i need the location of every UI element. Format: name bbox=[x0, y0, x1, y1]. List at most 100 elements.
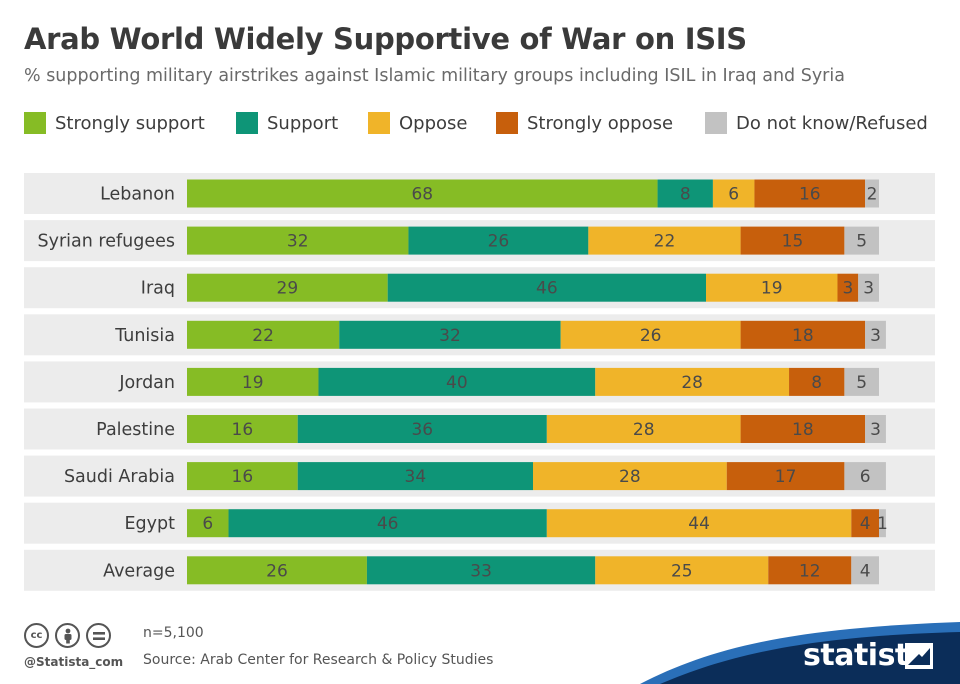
bar-palestine-oppose bbox=[546, 415, 741, 443]
bar-average-support bbox=[366, 556, 596, 585]
data-label-syrian-refugees-strongly-oppose: 15 bbox=[782, 232, 804, 252]
bar-iraq-support bbox=[387, 273, 706, 302]
data-label-jordan-do-not-know-refused: 5 bbox=[856, 373, 867, 393]
brand-banner bbox=[640, 622, 960, 684]
data-label-average-strongly-support: 26 bbox=[266, 561, 288, 581]
category-label-average: Average bbox=[103, 561, 175, 581]
data-label-lebanon-strongly-oppose: 16 bbox=[799, 185, 821, 205]
data-label-jordan-oppose: 28 bbox=[681, 373, 703, 393]
legend-label: Strongly oppose bbox=[527, 112, 674, 134]
legend-item-oppose: Oppose bbox=[368, 111, 467, 135]
bar-saudi-arabia-oppose bbox=[533, 462, 727, 491]
legend-label: Strongly support bbox=[55, 112, 205, 134]
data-label-jordan-strongly-support: 19 bbox=[242, 373, 264, 393]
bar-egypt-strongly-oppose bbox=[851, 509, 879, 538]
data-label-lebanon-do-not-know-refused: 2 bbox=[867, 185, 878, 205]
legend-swatch bbox=[496, 112, 518, 134]
legend-label: Oppose bbox=[399, 112, 468, 134]
data-label-iraq-strongly-oppose: 3 bbox=[842, 279, 853, 299]
bar-syrian-refugees-do-not-know-refused bbox=[844, 226, 879, 255]
data-label-saudi-arabia-do-not-know-refused: 6 bbox=[860, 467, 871, 487]
bar-palestine-support bbox=[297, 415, 547, 443]
bar-average-strongly-support bbox=[187, 556, 367, 585]
legend-swatch bbox=[24, 112, 46, 134]
bar-saudi-arabia-support bbox=[297, 462, 533, 491]
category-label-palestine: Palestine bbox=[96, 420, 175, 440]
bar-average-do-not-know-refused bbox=[851, 556, 879, 585]
bar-jordan-strongly-oppose bbox=[789, 367, 845, 396]
data-label-tunisia-support: 32 bbox=[439, 326, 461, 346]
data-label-syrian-refugees-strongly-support: 32 bbox=[287, 232, 309, 252]
bar-syrian-refugees-strongly-support bbox=[187, 226, 409, 255]
bar-egypt-oppose bbox=[546, 509, 852, 538]
data-label-palestine-support: 36 bbox=[411, 420, 433, 440]
no-derivatives-icon[interactable] bbox=[86, 623, 111, 648]
data-label-saudi-arabia-support: 34 bbox=[405, 467, 427, 487]
bar-iraq-strongly-oppose bbox=[837, 273, 859, 302]
bar-lebanon-strongly-oppose bbox=[754, 179, 866, 208]
data-label-iraq-support: 46 bbox=[536, 279, 558, 299]
legend-item-do-not-know: Do not know/Refused bbox=[705, 111, 928, 135]
category-label-saudi-arabia: Saudi Arabia bbox=[64, 467, 175, 487]
source-note: Source: Arab Center for Research & Polic… bbox=[143, 652, 494, 668]
attribution-icon[interactable] bbox=[55, 623, 80, 648]
legend-swatch bbox=[368, 112, 390, 134]
statista-logo-icon[interactable] bbox=[905, 643, 933, 669]
bar-egypt-support bbox=[228, 509, 547, 538]
bar-jordan-do-not-know-refused bbox=[844, 367, 879, 396]
bar-syrian-refugees-strongly-oppose bbox=[740, 226, 845, 255]
data-label-lebanon-support: 8 bbox=[680, 185, 691, 205]
data-label-syrian-refugees-oppose: 22 bbox=[654, 232, 676, 252]
data-label-egypt-do-not-know-refused: 1 bbox=[877, 514, 888, 534]
category-label-egypt: Egypt bbox=[125, 514, 176, 534]
data-label-lebanon-strongly-support: 68 bbox=[411, 185, 433, 205]
cc-icon[interactable]: cc bbox=[24, 623, 49, 648]
category-label-syrian-refugees: Syrian refugees bbox=[38, 232, 176, 252]
chart-title: Arab World Widely Supportive of War on I… bbox=[24, 22, 747, 56]
data-label-palestine-strongly-oppose: 18 bbox=[792, 420, 814, 440]
legend: Strongly support Support Oppose Strongly… bbox=[24, 111, 954, 135]
data-label-average-strongly-oppose: 12 bbox=[799, 561, 821, 581]
data-label-iraq-oppose: 19 bbox=[761, 279, 783, 299]
bar-lebanon-support bbox=[657, 179, 713, 208]
data-label-jordan-support: 40 bbox=[446, 373, 468, 393]
bar-jordan-support bbox=[318, 367, 596, 396]
data-label-egypt-strongly-support: 6 bbox=[202, 514, 213, 534]
data-label-egypt-support: 46 bbox=[377, 514, 399, 534]
data-label-tunisia-do-not-know-refused: 3 bbox=[870, 326, 881, 346]
bar-saudi-arabia-do-not-know-refused bbox=[844, 462, 886, 491]
bar-iraq-do-not-know-refused bbox=[858, 273, 879, 302]
category-label-tunisia: Tunisia bbox=[114, 326, 175, 346]
bar-palestine-strongly-support bbox=[187, 415, 298, 443]
legend-swatch bbox=[705, 112, 727, 134]
data-label-jordan-strongly-oppose: 8 bbox=[811, 373, 822, 393]
data-label-syrian-refugees-support: 26 bbox=[488, 232, 510, 252]
data-label-lebanon-oppose: 6 bbox=[728, 185, 739, 205]
sample-size: n=5,100 bbox=[143, 625, 204, 641]
bar-syrian-refugees-support bbox=[408, 226, 589, 255]
bar-syrian-refugees-oppose bbox=[588, 226, 741, 255]
statista-handle[interactable]: @Statista_com bbox=[24, 655, 124, 669]
legend-label: Do not know/Refused bbox=[736, 112, 928, 134]
bar-egypt-do-not-know-refused bbox=[879, 509, 886, 538]
bar-average-oppose bbox=[595, 556, 769, 585]
chart-subtitle: % supporting military airstrikes against… bbox=[24, 66, 845, 86]
bar-average-strongly-oppose bbox=[768, 556, 852, 585]
bar-saudi-arabia-strongly-support bbox=[187, 462, 298, 491]
legend-item-strongly-oppose: Strongly oppose bbox=[496, 111, 673, 135]
bar-egypt-strongly-support bbox=[187, 509, 229, 538]
bar-tunisia-strongly-support bbox=[187, 320, 340, 349]
data-label-average-do-not-know-refused: 4 bbox=[860, 561, 871, 581]
bar-jordan-strongly-support bbox=[187, 367, 319, 396]
bar-tunisia-oppose bbox=[560, 320, 741, 349]
bar-lebanon-strongly-support bbox=[187, 179, 658, 208]
bar-iraq-strongly-support bbox=[187, 273, 388, 302]
bar-lebanon-do-not-know-refused bbox=[865, 179, 879, 208]
bar-tunisia-strongly-oppose bbox=[740, 320, 866, 349]
data-label-tunisia-oppose: 26 bbox=[640, 326, 662, 346]
data-label-iraq-do-not-know-refused: 3 bbox=[863, 279, 874, 299]
bar-tunisia-do-not-know-refused bbox=[865, 320, 886, 349]
data-label-saudi-arabia-oppose: 28 bbox=[619, 467, 641, 487]
data-label-average-oppose: 25 bbox=[671, 561, 693, 581]
